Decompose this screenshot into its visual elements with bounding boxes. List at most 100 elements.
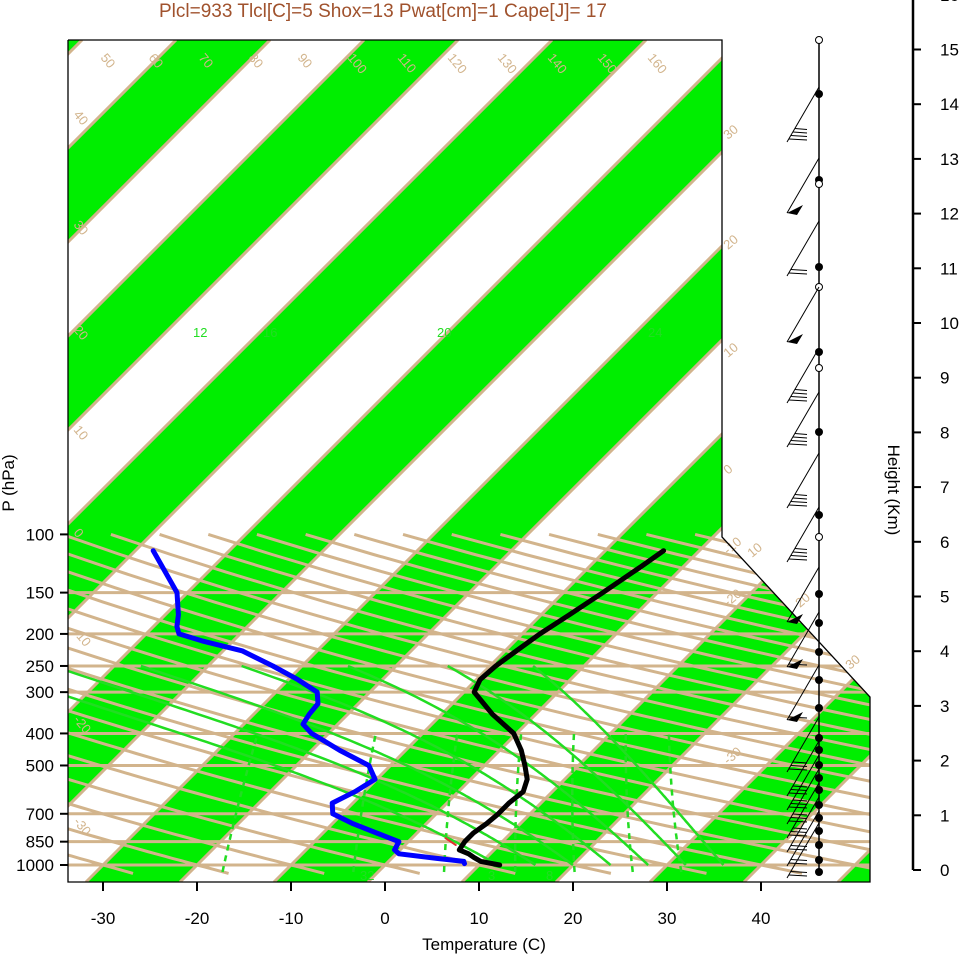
temperature-band (462, 40, 870, 882)
wind-barb-feather (790, 396, 808, 398)
wind-barb (786, 782, 820, 839)
isotherm-line (68, 40, 460, 882)
wind-profile (786, 36, 823, 879)
dry-adiabat-line (68, 533, 516, 875)
mixing-ratio-line (571, 733, 576, 873)
dry-adiabat-line (68, 533, 870, 875)
wind-barb-shaft (786, 796, 820, 853)
dewpoint-line (150, 548, 467, 867)
isotherm-line (68, 40, 554, 882)
height-tick-label: 2 (940, 752, 949, 771)
x-tick-label: -10 (279, 909, 304, 928)
wind-barb-feather (792, 813, 808, 816)
wind-barb (786, 754, 820, 811)
dry-adiabat-line (68, 533, 229, 875)
wind-level-open-dot (815, 180, 823, 188)
wind-barb (786, 391, 820, 448)
isotherm-line (272, 40, 870, 882)
wind-barb-feather (794, 433, 808, 435)
wind-level-dot (815, 801, 823, 809)
moist-adiabat-line (241, 664, 612, 866)
wind-barb (786, 566, 820, 624)
wind-barb-feather (792, 761, 808, 764)
wind-level-dot (815, 868, 823, 876)
wind-barb-feather (788, 443, 808, 446)
mixing-ratio-layer (221, 733, 683, 873)
theta-label-right: 10 (720, 340, 741, 361)
wind-barb-feather (790, 845, 808, 847)
wind-barb-feather (788, 768, 808, 771)
wind-barb-feather (790, 789, 808, 791)
wind-barb (786, 664, 820, 722)
wind-barb-feather (792, 436, 808, 439)
isotherm-layer (68, 40, 870, 882)
height-tick-label: 13 (940, 150, 959, 169)
wind-barb-feather (792, 785, 808, 788)
wind-barb-feather (792, 827, 808, 830)
wind-barb-shaft (786, 286, 820, 343)
wind-barb-flag (787, 334, 803, 344)
dry-adiabat-line (68, 533, 870, 875)
wind-barb-feather (790, 555, 808, 557)
height-tick-label: 8 (940, 423, 949, 442)
wind-barb-feather (790, 135, 808, 137)
height-tick-label: 9 (940, 369, 949, 388)
adiabat-label: 120 (445, 50, 470, 76)
wind-level-dot (815, 746, 823, 754)
height-tick-label: 0 (940, 861, 949, 880)
dry-adiabat-line (68, 532, 870, 875)
x-axis-label: Temperature (C) (422, 935, 546, 954)
y-tick-label: 700 (26, 805, 54, 824)
dry-adiabat-line (68, 533, 325, 875)
temperature-band (68, 40, 834, 882)
wind-barb-feather (788, 272, 808, 275)
dry-adiabat-line (110, 532, 870, 875)
wind-level-open-dot (815, 364, 823, 372)
temperature-band (68, 40, 458, 882)
wind-barb (786, 506, 820, 563)
wind-barb-feather (792, 392, 808, 395)
temperature-line (456, 548, 667, 868)
wind-barb-shaft (786, 768, 820, 825)
axes-layer: -30 -20 -10 0 10 20 30 401001502002503004005007… (16, 0, 959, 928)
x-tick-label: 40 (752, 909, 771, 928)
wind-barb-feather (790, 859, 808, 861)
wind-barb (786, 157, 820, 215)
moist-adiabat-line (140, 664, 574, 867)
mixing-ratio-line (624, 733, 634, 873)
wind-barb-feather (788, 138, 808, 141)
temperature-band (68, 40, 646, 882)
isotherm-line (68, 40, 742, 882)
wind-barb-feather (790, 803, 808, 805)
isotherm-line (648, 40, 870, 882)
wind-barb (786, 611, 820, 669)
wind-barb-shaft (786, 611, 820, 668)
wind-barb-shaft (786, 822, 820, 879)
adiabat-label: 90 (295, 50, 316, 71)
wind-barb-feather (790, 817, 808, 819)
mixing-ratio-label: 32 (360, 868, 374, 883)
x-tick-label: -20 (185, 909, 210, 928)
height-tick-label: 15 (940, 41, 959, 60)
wind-barb-feather (794, 494, 808, 496)
wind-barb-shaft (786, 782, 820, 839)
height-tick-label: 3 (940, 697, 949, 716)
height-tick-label: 1 (940, 806, 949, 825)
wind-level-dot (815, 734, 823, 742)
wind-barb-feather (790, 765, 808, 767)
wind-barb-feather (788, 806, 808, 809)
mixing-ratio-line (442, 733, 459, 873)
wind-barb (786, 796, 820, 853)
wind-level-dot (815, 263, 823, 271)
wind-barb-feather (790, 269, 808, 271)
height-tick-label: 12 (940, 205, 959, 224)
adiabat-label: 130 (495, 50, 520, 76)
theta-label-right: 30 (720, 122, 741, 143)
theta-label-lower: 10 (744, 540, 765, 561)
wind-barb-feather (788, 716, 808, 719)
wind-level-dot (815, 704, 823, 712)
wind-barb-feather (788, 834, 808, 837)
wind-level-dot (815, 814, 823, 822)
adiabat-layer (68, 532, 870, 875)
